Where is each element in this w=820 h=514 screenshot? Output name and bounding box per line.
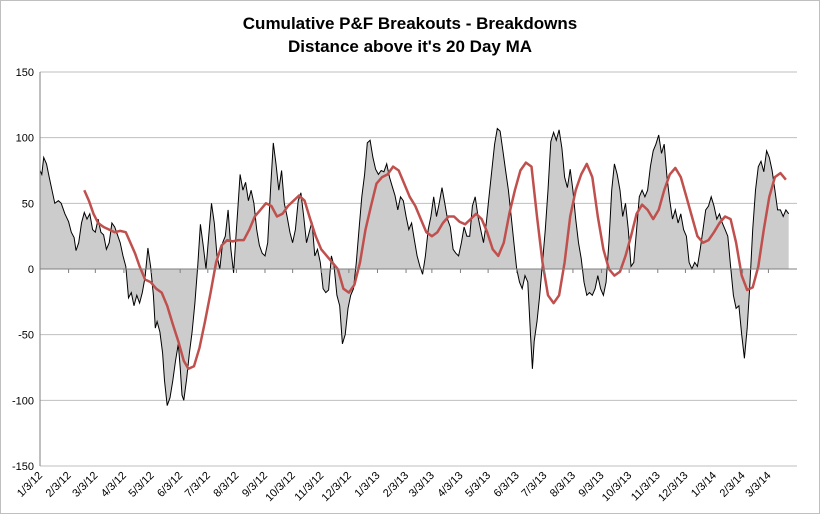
y-tick-label: 100 <box>16 133 34 145</box>
moving-average-line <box>83 161 787 371</box>
y-tick-label: 0 <box>28 264 34 276</box>
distance-line <box>39 127 790 406</box>
y-tick-label: 150 <box>16 67 34 79</box>
y-tick-label: -100 <box>12 395 34 407</box>
y-tick-label: -150 <box>12 461 34 473</box>
chart-title: Cumulative P&F Breakouts - Breakdowns <box>243 14 577 33</box>
chart-subtitle: Distance above it's 20 Day MA <box>288 37 532 56</box>
distance-area-fill <box>40 128 789 406</box>
distance-area-series <box>39 127 790 406</box>
moving-average-series <box>83 161 787 371</box>
axes <box>39 72 797 466</box>
y-tick-label: -50 <box>18 330 34 342</box>
y-tick-label: 50 <box>22 198 34 210</box>
y-axis-tick-labels: 150 100 50 0 -50 -100 -150 <box>12 67 34 473</box>
